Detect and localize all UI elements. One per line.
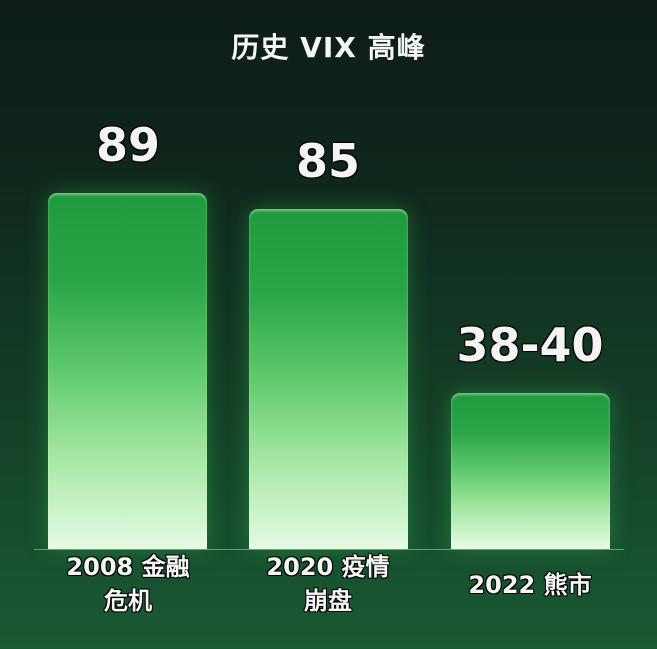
x-tick-label-2008: 2008 金融 危机 (66, 553, 190, 615)
bar-2022 (451, 393, 610, 549)
x-tick-label-2020: 2020 疫情 崩盘 (266, 553, 390, 615)
bar-value-label: 85 (295, 134, 360, 188)
chart-title: 历史 VIX 高峰 (231, 31, 426, 64)
x-axis-line (34, 549, 624, 550)
bar-2020 (249, 209, 408, 549)
x-tick-label-2022: 2022 熊市 (468, 571, 592, 599)
bar-value-label: 38-40 (456, 318, 604, 372)
bar-value-label: 89 (95, 118, 160, 172)
bar-2008 (48, 193, 207, 549)
